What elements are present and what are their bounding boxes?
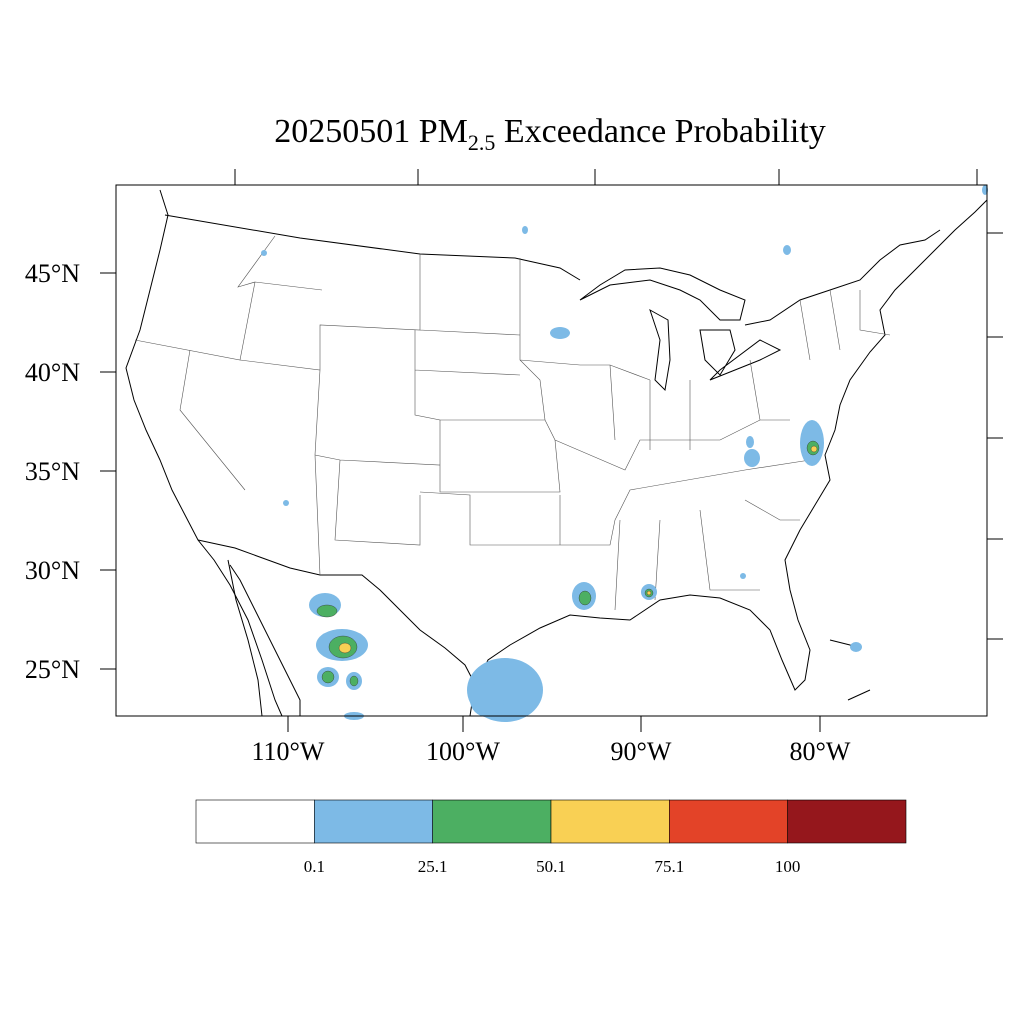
axis-labels: 45°N 40°N 35°N 30°N 25°N 110°W 100°W 90°W 80°W: [25, 259, 851, 766]
colorbar-label: 0.1: [304, 857, 325, 876]
coastline: [125, 189, 283, 717]
colorbar-label: 100: [775, 857, 801, 876]
colorbar-box: [550, 799, 670, 844]
probability-region: [522, 226, 528, 234]
probability-region: [646, 590, 652, 596]
title-species: PM: [419, 113, 468, 150]
lat-label: 35°N: [25, 457, 80, 486]
lat-label: 30°N: [25, 556, 80, 585]
probability-region: [578, 590, 592, 606]
probability-region: [744, 449, 760, 467]
map-body: [125, 189, 988, 717]
canada-border: [164, 214, 941, 326]
axis-ticks: [100, 169, 1003, 732]
coastline: [469, 199, 988, 717]
lon-label: 90°W: [611, 737, 672, 766]
probability-region: [746, 436, 754, 448]
colorbar-box: [432, 799, 552, 844]
colorbar-box: [787, 799, 907, 844]
lat-label: 40°N: [25, 358, 80, 387]
title: 20250501 PM2.5 Exceedance Probability: [274, 113, 826, 155]
probability-region: [338, 642, 352, 654]
probability-region: [283, 500, 289, 506]
probability-region: [321, 670, 335, 684]
lon-label: 100°W: [426, 737, 500, 766]
probability-region: [349, 675, 359, 687]
lat-label: 25°N: [25, 655, 80, 684]
probability-region: [740, 573, 746, 579]
colorbar-box: [195, 799, 315, 844]
state-lines: [134, 235, 891, 611]
great-lakes: [579, 267, 782, 392]
coastline: [227, 559, 263, 717]
colorbar-label: 75.1: [654, 857, 684, 876]
probability-region: [783, 245, 791, 255]
lon-label: 110°W: [252, 737, 325, 766]
map-frame: [115, 184, 988, 717]
colorbar-label: 25.1: [418, 857, 448, 876]
lat-label: 45°N: [25, 259, 80, 288]
title-subscript: 2.5: [468, 130, 496, 155]
lon-label: 80°W: [790, 737, 851, 766]
florida-keys: [829, 639, 871, 701]
colorbar: 0.1 25.1 50.1 75.1 100: [195, 799, 907, 876]
probability-regions: [261, 185, 988, 722]
probability-region: [470, 683, 504, 717]
colorbar-box: [314, 799, 433, 844]
mexico-border: [197, 539, 479, 691]
probability-region: [810, 445, 818, 453]
colorbar-box: [669, 799, 788, 844]
probability-region: [316, 604, 338, 618]
colorbar-label: 50.1: [536, 857, 566, 876]
probability-region: [850, 642, 862, 652]
probability-region: [261, 250, 267, 256]
title-rest: Exceedance Probability: [504, 113, 826, 150]
title-date: 20250501: [274, 113, 410, 150]
probability-region: [550, 327, 570, 339]
coastline: [229, 564, 301, 716]
